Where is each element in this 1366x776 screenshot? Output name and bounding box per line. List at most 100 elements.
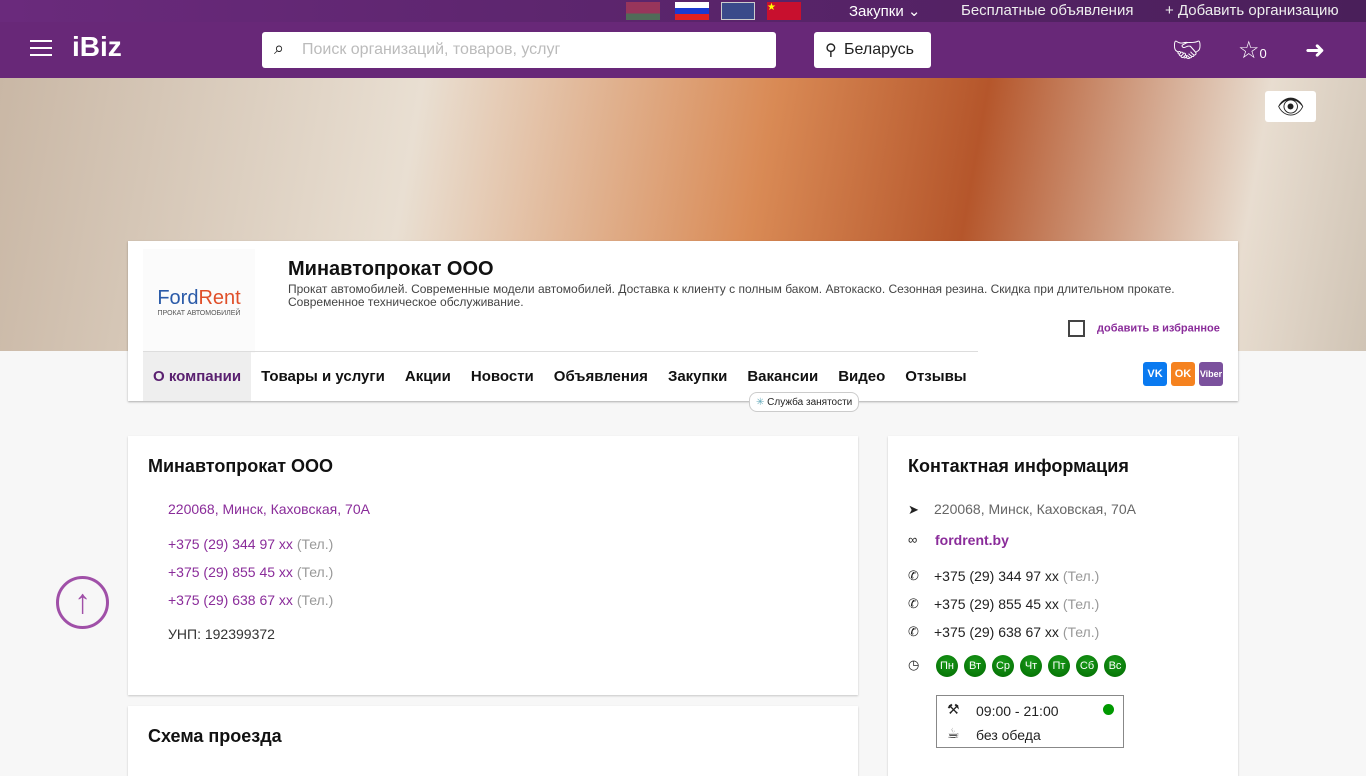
search-box: ⌕ bbox=[262, 32, 776, 68]
day-sat[interactable]: Сб bbox=[1076, 655, 1098, 677]
contact-address: 220068, Минск, Каховская, 70А bbox=[934, 501, 1136, 517]
top-bar: ★ Закупки ⌄ Бесплатные объявления + Доба… bbox=[0, 0, 1366, 22]
unp: УНП: 192399372 bbox=[168, 626, 275, 642]
contacts-panel: Контактная информация ➤ 220068, Минск, К… bbox=[888, 436, 1238, 776]
free-ads-link[interactable]: Бесплатные объявления bbox=[961, 2, 1134, 19]
flag-russia[interactable] bbox=[675, 2, 709, 20]
phone-type: (Тел.) bbox=[296, 564, 334, 580]
phone-number: +375 (29) 344 97 xx bbox=[168, 536, 293, 552]
purchases-menu[interactable]: Закупки ⌄ bbox=[849, 3, 921, 20]
favorites-icon[interactable]: ☆0 bbox=[1238, 37, 1267, 64]
search-icon[interactable]: ⌕ bbox=[274, 38, 285, 58]
phone-type: (Тел.) bbox=[296, 592, 334, 608]
vk-icon[interactable]: VK bbox=[1143, 362, 1167, 386]
about-phone-2[interactable]: +375 (29) 855 45 xx (Тел.) bbox=[168, 564, 333, 580]
flag-china[interactable]: ★ bbox=[767, 2, 801, 20]
login-icon[interactable]: ➜ bbox=[1305, 37, 1326, 64]
menu-icon[interactable] bbox=[30, 40, 52, 56]
add-favorite-label: добавить в избранное bbox=[1097, 322, 1220, 335]
phone-type: (Тел.) bbox=[296, 536, 334, 552]
tab-vacancies[interactable]: Вакансии bbox=[747, 368, 819, 385]
map-title: Схема проезда bbox=[148, 726, 282, 746]
navigation-arrow-icon: ➤ bbox=[908, 502, 919, 517]
tab-news[interactable]: Новости bbox=[470, 368, 534, 385]
phone-number: +375 (29) 638 67 xx bbox=[168, 592, 293, 608]
contact-phone-1[interactable]: +375 (29) 344 97 xx (Тел.) bbox=[934, 568, 1099, 584]
about-address[interactable]: 220068, Минск, Каховская, 70А bbox=[168, 501, 370, 517]
ok-icon[interactable]: OK bbox=[1171, 362, 1195, 386]
link-icon: ∞ bbox=[908, 532, 918, 547]
region-label: Беларусь bbox=[844, 41, 914, 58]
tools-icon: ⚒ bbox=[947, 701, 960, 717]
location-pin-icon: ⚲ bbox=[825, 42, 837, 59]
company-card: FordRent ПРОКАТ АВТОМОБИЛЕЙ Минавтопрока… bbox=[128, 241, 1238, 401]
add-favorite[interactable]: добавить в избранное bbox=[1068, 320, 1220, 337]
region-select[interactable]: ⚲ Беларусь bbox=[814, 32, 931, 68]
day-thu[interactable]: Чт bbox=[1020, 655, 1042, 677]
day-fri[interactable]: Пт bbox=[1048, 655, 1070, 677]
company-nav: О компании Товары и услуги Акции Новости… bbox=[143, 352, 977, 401]
tab-about[interactable]: О компании bbox=[143, 352, 252, 401]
about-panel: Минавтопрокат ООО 220068, Минск, Каховск… bbox=[128, 436, 858, 695]
phone-icon: ✆ bbox=[908, 568, 919, 583]
tab-video[interactable]: Видео bbox=[838, 368, 886, 385]
phone-type: (Тел.) bbox=[1062, 596, 1100, 612]
logo-sub: ПРОКАТ АВТОМОБИЛЕЙ bbox=[157, 310, 241, 317]
clock-icon: ◷ bbox=[908, 657, 920, 672]
company-description: Прокат автомобилей. Современные модели а… bbox=[288, 282, 1175, 309]
tab-promotions[interactable]: Акции bbox=[404, 368, 451, 385]
day-wed[interactable]: Ср bbox=[992, 655, 1014, 677]
favorites-count: 0 bbox=[1259, 46, 1267, 61]
coffee-icon: ☕︎ bbox=[947, 725, 960, 741]
phone-type: (Тел.) bbox=[1062, 568, 1100, 584]
work-hours: 09:00 - 21:00 bbox=[976, 703, 1059, 719]
contact-phone-3[interactable]: +375 (29) 638 67 xx (Тел.) bbox=[934, 624, 1099, 640]
company-title: Минавтопрокат ООО bbox=[288, 258, 494, 280]
eye-icon[interactable]: 👁︎ bbox=[1265, 91, 1316, 122]
about-title: Минавтопрокат ООО bbox=[148, 456, 334, 476]
contacts-title: Контактная информация bbox=[908, 456, 1129, 476]
day-mon[interactable]: Пн bbox=[936, 655, 958, 677]
divider bbox=[143, 351, 978, 352]
scroll-up-button[interactable]: ↑ bbox=[56, 576, 109, 629]
tooltip-text: Служба занятости bbox=[767, 397, 853, 408]
weekdays: Пн Вт Ср Чт Пт Сб Вс bbox=[936, 655, 1132, 677]
viber-icon[interactable]: Viber bbox=[1199, 362, 1223, 386]
handshake-icon[interactable]: 🤝︎ bbox=[1172, 37, 1203, 64]
tab-products[interactable]: Товары и услуги bbox=[261, 368, 385, 385]
phone-type: (Тел.) bbox=[1062, 624, 1100, 640]
tab-reviews[interactable]: Отзывы bbox=[905, 368, 967, 385]
map-panel: Схема проезда bbox=[128, 706, 858, 776]
logo-text: Ford bbox=[157, 287, 199, 309]
about-phone-1[interactable]: +375 (29) 344 97 xx (Тел.) bbox=[168, 536, 333, 552]
phone-icon: ✆ bbox=[908, 596, 919, 611]
header: iBiz ⌕ ⚲ Беларусь 🤝︎ ☆0 ➜ bbox=[0, 22, 1366, 78]
company-logo: FordRent ПРОКАТ АВТОМОБИЛЕЙ bbox=[143, 249, 255, 353]
add-org-link[interactable]: + Добавить организацию bbox=[1165, 2, 1339, 19]
website-link[interactable]: fordrent.by bbox=[935, 532, 1009, 548]
lunch-info: без обеда bbox=[976, 727, 1041, 743]
flag-uk[interactable] bbox=[721, 2, 755, 20]
phone-icon: ✆ bbox=[908, 624, 919, 639]
flag-belarus[interactable] bbox=[626, 2, 660, 20]
about-phone-3[interactable]: +375 (29) 638 67 xx (Тел.) bbox=[168, 592, 333, 608]
phone-number: +375 (29) 855 45 xx bbox=[934, 596, 1059, 612]
purchases-label: Закупки bbox=[849, 3, 904, 20]
phone-number: +375 (29) 855 45 xx bbox=[168, 564, 293, 580]
tab-ads[interactable]: Объявления bbox=[553, 368, 648, 385]
schedule-popup: ⚒ 09:00 - 21:00 ☕︎ без обеда bbox=[936, 695, 1124, 748]
tab-purchases[interactable]: Закупки bbox=[667, 368, 728, 385]
phone-number: +375 (29) 638 67 xx bbox=[934, 624, 1059, 640]
logo[interactable]: iBiz bbox=[72, 31, 122, 62]
search-input[interactable] bbox=[302, 32, 762, 68]
contact-phone-2[interactable]: +375 (29) 855 45 xx (Тел.) bbox=[934, 596, 1099, 612]
phone-number: +375 (29) 344 97 xx bbox=[934, 568, 1059, 584]
open-status-dot bbox=[1103, 704, 1114, 715]
day-sun[interactable]: Вс bbox=[1104, 655, 1126, 677]
employment-tooltip[interactable]: ✳ Служба занятости bbox=[749, 392, 860, 412]
day-tue[interactable]: Вт bbox=[964, 655, 986, 677]
logo-text-2: Rent bbox=[198, 287, 241, 309]
add-org-label: Добавить организацию bbox=[1177, 2, 1339, 19]
sparkle-icon: ✳ bbox=[756, 397, 768, 408]
favorite-checkbox[interactable] bbox=[1068, 320, 1085, 337]
